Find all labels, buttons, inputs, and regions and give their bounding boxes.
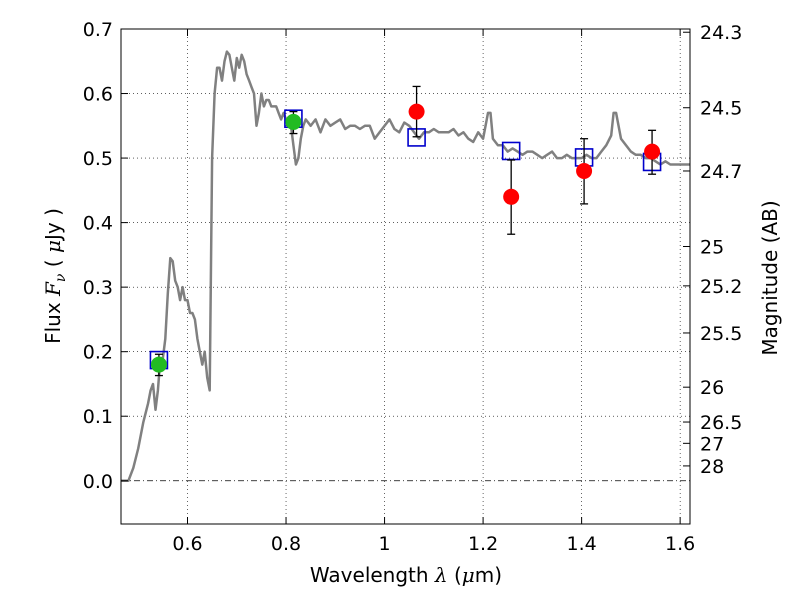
y-tick-label: 0.6 [83,84,113,106]
observed-data-point [285,113,302,130]
x-tick-label: 1.4 [567,533,597,555]
magnitude-tick-label: 24.5 [700,98,742,120]
y2-axis-title: Magnitude (AB) [758,200,782,355]
observed-data-point [503,188,520,205]
magnitude-tick-label: 24.3 [700,22,742,44]
magnitude-tick-label: 26 [700,377,724,399]
grid-lines [121,28,690,524]
magnitude-tick-label: 25.5 [700,323,742,345]
magnitude-tick-label: 27 [700,433,724,455]
magnitude-tick-label: 28 [700,456,724,478]
observed-data-point [576,162,593,179]
x-tick-label: 0.6 [172,533,202,555]
y-tick-label: 0.4 [83,213,113,235]
x-tick-label: 1 [379,533,391,555]
data-markers [149,85,662,377]
magnitude-tick-label: 26.5 [700,412,742,434]
plot-frame [120,28,691,525]
x-tick-label: 1.6 [665,533,695,555]
y-axis-title: Flux Fν ( μJy ) [41,208,69,344]
y-tick-label: 0.2 [83,342,113,364]
x-axis-title: Wavelength λ (μm) [310,563,502,587]
plot-content [121,50,690,483]
observed-data-point [150,356,167,373]
observed-data-point [644,143,661,160]
y-tick-label: 0.3 [83,277,113,299]
y-tick-label: 0.0 [83,471,113,493]
x-tick-label: 1.2 [468,533,498,555]
magnitude-tick-label: 25.2 [700,276,742,298]
y-tick-label: 0.1 [83,406,113,428]
observed-data-point [408,103,425,120]
axis-ticks [121,28,690,524]
x-tick-label: 0.8 [271,533,301,555]
magnitude-tick-label: 25 [700,236,724,258]
y-tick-label: 0.7 [83,19,113,41]
magnitude-tick-label: 24.7 [700,161,742,183]
model-spectrum-line [121,50,690,483]
axis-tick-labels: 0.6 0.8 1 1.2 1.4 1.6 0.0 0.1 0.2 0.3 0.4 0.5 0.6 0.7… [83,19,743,555]
y-tick-label: 0.5 [83,148,113,170]
